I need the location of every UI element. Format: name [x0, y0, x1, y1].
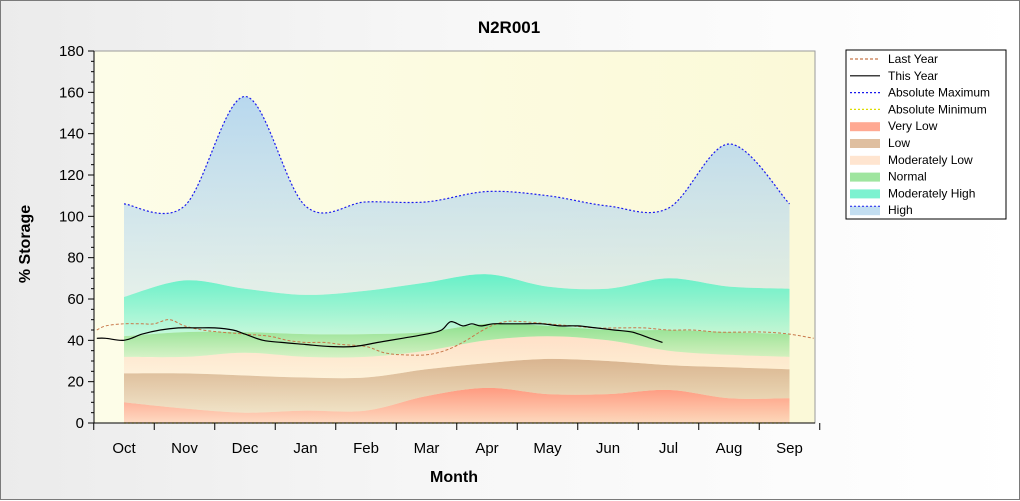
band-moderately-high — [124, 274, 790, 337]
y-tick-label: 140 — [59, 126, 84, 143]
x-axis-title: Month — [430, 469, 478, 486]
x-tick-label: Dec — [232, 440, 259, 457]
x-tick-label: Sep — [776, 440, 803, 457]
legend-swatch-high — [850, 206, 880, 216]
y-tick-label: 160 — [59, 84, 84, 101]
y-tick-label: 120 — [59, 167, 84, 184]
legend-swatch-moderately-high — [850, 189, 880, 199]
legend-label-moderately-low: Moderately Low — [888, 153, 973, 167]
y-axis-title: % Storage — [17, 205, 34, 283]
x-tick-label: Jun — [596, 440, 620, 457]
series-this-year — [96, 321, 663, 348]
y-tick-label: 180 — [59, 43, 84, 60]
legend-label-high: High — [888, 203, 913, 217]
x-tick-label: Nov — [171, 440, 198, 457]
legend-label-absolute-minimum: Absolute Minimum — [888, 102, 987, 116]
band-normal — [124, 323, 790, 358]
legend: Last Year This Year Absolute Maximum Absolu… — [845, 49, 1007, 220]
legend-label-low: Low — [888, 136, 910, 150]
chart-title: N2R001 — [478, 18, 540, 37]
y-tick-label: 20 — [67, 374, 84, 391]
y-tick-label: 40 — [67, 332, 84, 349]
x-tick-label: Feb — [353, 440, 379, 457]
axes-layer: 0 20 40 60 80 100 120 140 160 180 Oct Nov Dec Jan Feb M… — [59, 43, 821, 457]
legend-label-this-year: This Year — [888, 69, 938, 83]
series-last-year — [96, 319, 814, 356]
legend-label-very-low: Very Low — [888, 119, 938, 133]
legend-swatch-very-low — [850, 122, 880, 132]
legend-label-moderately-high: Moderately High — [888, 186, 975, 200]
y-tick-label: 60 — [67, 291, 84, 308]
legend-swatch-low — [850, 139, 880, 148]
x-tick-label: Jan — [293, 440, 317, 457]
band-moderately-low — [124, 336, 790, 379]
y-tick-label: 0 — [76, 415, 84, 432]
x-tick-label: Aug — [716, 440, 743, 457]
legend-label-normal: Normal — [888, 170, 927, 184]
x-tick-label: Mar — [414, 440, 440, 457]
x-tick-label: Jul — [659, 440, 678, 457]
series-absolute-maximum — [123, 95, 790, 215]
legend-swatch-normal — [850, 172, 880, 182]
y-tick-label: 80 — [67, 250, 84, 267]
band-very-low — [124, 387, 790, 423]
x-tick-label: May — [533, 440, 562, 457]
y-tick-label: 100 — [59, 208, 84, 225]
band-low — [124, 358, 790, 413]
x-tick-label: Apr — [475, 440, 498, 457]
legend-label-last-year: Last Year — [888, 52, 938, 66]
x-tick-label: Oct — [112, 440, 136, 457]
legend-label-absolute-maximum: Absolute Maximum — [888, 86, 990, 100]
legend-swatch-moderately-low — [850, 155, 880, 165]
